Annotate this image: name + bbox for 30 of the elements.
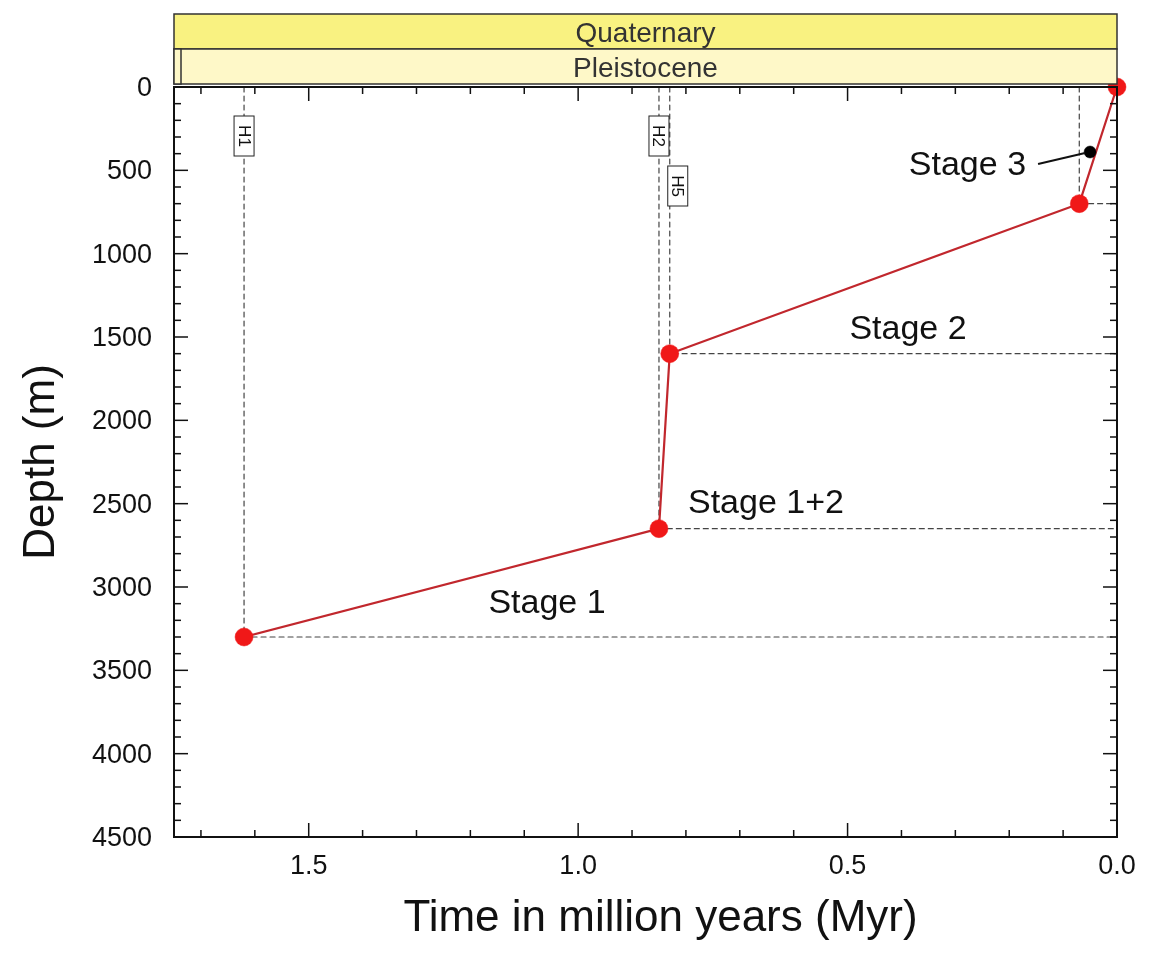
x-tick-label: 1.5 bbox=[289, 850, 328, 880]
x-tick-label: 0.0 bbox=[1098, 850, 1136, 880]
x-axis-title: Time in million years (Myr) bbox=[403, 890, 918, 940]
point bbox=[1070, 194, 1089, 213]
annotation: Stage 1+2 bbox=[688, 482, 844, 520]
point bbox=[234, 627, 254, 647]
y-tick-label: 3000 bbox=[91, 572, 152, 602]
text: Quaternary bbox=[575, 17, 716, 48]
text: H2 bbox=[649, 125, 669, 147]
annotation: Stage 2 bbox=[849, 308, 967, 346]
text: H5 bbox=[668, 175, 688, 197]
y-tick-label: 0 bbox=[136, 72, 152, 102]
annotation: Stage 3 bbox=[908, 144, 1027, 182]
y-tick-label: 4000 bbox=[91, 738, 152, 769]
y-tick-label: 4500 bbox=[91, 822, 152, 852]
x-tick-label: 1.0 bbox=[559, 850, 597, 880]
y-tick-label: 1000 bbox=[91, 238, 152, 269]
text: Pleistocene bbox=[573, 52, 718, 83]
point bbox=[649, 519, 669, 538]
y-tick-label: 2000 bbox=[91, 405, 152, 436]
x-tick-label: 0.5 bbox=[828, 850, 867, 880]
y-tick-label: 500 bbox=[106, 155, 152, 186]
y-tick-label: 2500 bbox=[91, 488, 152, 519]
y-axis-title: Depth (m) bbox=[13, 364, 63, 560]
y-tick-label: 1500 bbox=[91, 322, 152, 352]
point bbox=[660, 344, 679, 363]
annotation: Stage 1 bbox=[488, 582, 606, 620]
y-tick-label: 3500 bbox=[91, 655, 152, 686]
text: H1 bbox=[234, 125, 254, 147]
point bbox=[1083, 145, 1097, 159]
